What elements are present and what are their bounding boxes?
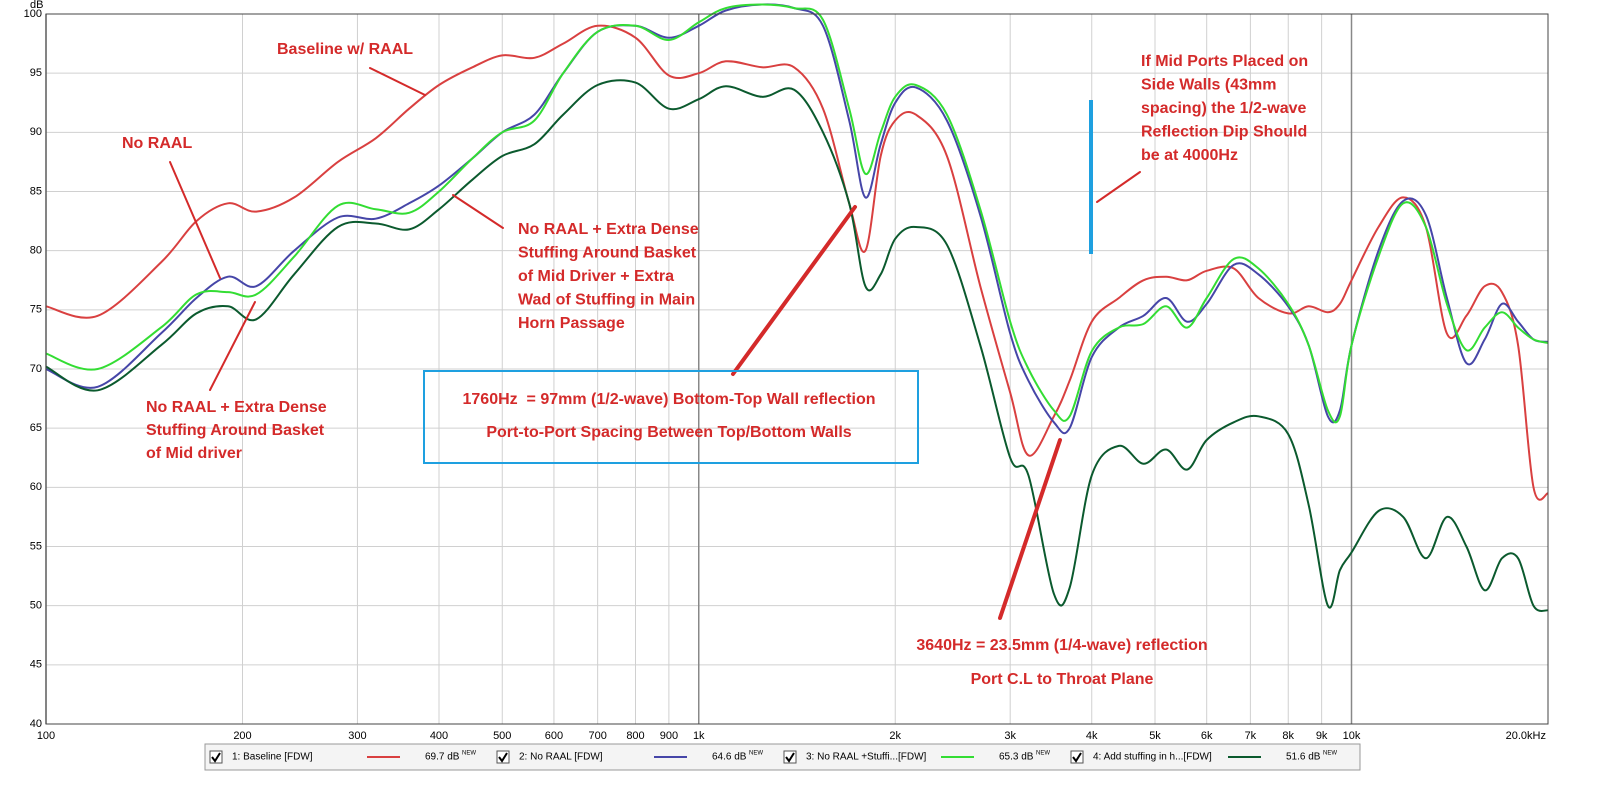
x-tick-label: 600 xyxy=(545,730,563,742)
y-tick-label: 85 xyxy=(30,185,42,197)
legend-value: 64.6 dB xyxy=(712,752,747,763)
annotation: Horn Passage xyxy=(518,315,625,332)
arrow xyxy=(169,161,221,279)
legend-check xyxy=(785,752,795,763)
x-tick-label: 10k xyxy=(1343,730,1361,742)
plot-frame xyxy=(45,13,1549,725)
y-tick-label: 60 xyxy=(30,481,42,493)
annotation: No RAAL + Extra Dense xyxy=(518,221,699,238)
series-line xyxy=(45,3,1549,424)
arrow xyxy=(452,194,504,229)
y-axis-label: dB xyxy=(30,0,43,11)
annotation: Stuffing Around Basket xyxy=(146,422,325,439)
annotation: No RAAL xyxy=(122,135,192,152)
annotation: Port C.L to Throat Plane xyxy=(971,671,1154,688)
annotation: Side Walls (43mm xyxy=(1141,77,1276,94)
legend: 1: Baseline [FDW] 69.7 dB NEW 2: No RAAL [F… xyxy=(209,750,1337,764)
x-tick-label: 400 xyxy=(430,730,448,742)
legend-value: 65.3 dB xyxy=(999,752,1034,763)
legend-value: 69.7 dB xyxy=(425,752,460,763)
arrow xyxy=(1096,171,1141,203)
annotation: 3640Hz = 23.5mm (1/4-wave) reflection xyxy=(916,637,1207,654)
annotation: No RAAL + Extra Dense xyxy=(146,399,327,416)
legend-check xyxy=(1072,752,1082,763)
annotation: spacing) the 1/2-wave xyxy=(1141,100,1306,117)
annotation: Reflection Dip Should xyxy=(1141,124,1307,141)
annotation: of Mid Driver + Extra xyxy=(518,268,674,285)
y-tick-label: 40 xyxy=(30,718,42,730)
x-tick-label: 900 xyxy=(660,730,678,742)
legend-label: 3: No RAAL +Stuffi...[FDW] xyxy=(806,752,927,763)
arrow xyxy=(731,205,857,376)
y-tick-label: 95 xyxy=(30,67,42,79)
y-tick-label: 90 xyxy=(30,126,42,138)
x-tick-label: 20.0kHz xyxy=(1506,730,1546,742)
x-tick-label: 2k xyxy=(889,730,901,742)
y-tick-label: 70 xyxy=(30,363,42,375)
legend-check xyxy=(211,752,221,763)
x-tick-label: 7k xyxy=(1245,730,1257,742)
y-tick-label: 100 xyxy=(24,8,42,20)
series-line xyxy=(45,24,1549,501)
annotation: Wad of Stuffing in Main xyxy=(518,292,695,309)
legend-label: 2: No RAAL [FDW] xyxy=(519,752,603,763)
legend-tag: NEW xyxy=(749,751,763,757)
legend-label: 1: Baseline [FDW] xyxy=(232,752,313,763)
legend-label: 4: Add stuffing in h...[FDW] xyxy=(1093,752,1212,763)
arrow xyxy=(209,301,256,391)
annotation: If Mid Ports Placed on xyxy=(1141,53,1308,70)
x-tick-label: 800 xyxy=(626,730,644,742)
x-tick-label: 500 xyxy=(493,730,511,742)
y-tick-label: 65 xyxy=(30,422,42,434)
annotation: of Mid driver xyxy=(146,445,242,462)
x-tick-label: 9k xyxy=(1316,730,1328,742)
arrow xyxy=(369,67,426,96)
x-tick-label: 200 xyxy=(233,730,251,742)
y-tick-label: 45 xyxy=(30,659,42,671)
x-tick-label: 300 xyxy=(348,730,366,742)
legend-check xyxy=(498,752,508,763)
series-line xyxy=(45,3,1549,435)
x-tick-label: 700 xyxy=(588,730,606,742)
y-tick-label: 80 xyxy=(30,245,42,257)
annotation-arrows xyxy=(169,67,1141,620)
legend-tag: NEW xyxy=(462,751,476,757)
y-tick-label: 75 xyxy=(30,304,42,316)
x-tick-label: 5k xyxy=(1149,730,1161,742)
annotation: Stuffing Around Basket xyxy=(518,245,697,262)
annotation: 1760Hz = 97mm (1/2-wave) Bottom-Top Wall… xyxy=(463,391,876,408)
x-tick-label: 4k xyxy=(1086,730,1098,742)
y-tick-label: 50 xyxy=(30,600,42,612)
series-line xyxy=(45,79,1549,612)
lines xyxy=(45,3,1549,612)
annotation: Port-to-Port Spacing Between Top/Bottom … xyxy=(486,424,851,441)
x-tick-label: 8k xyxy=(1282,730,1294,742)
annotation: be at 4000Hz xyxy=(1141,147,1238,164)
x-tick-label: 6k xyxy=(1201,730,1213,742)
legend-value: 51.6 dB xyxy=(1286,752,1321,763)
x-tick-label: 100 xyxy=(37,730,55,742)
legend-tag: NEW xyxy=(1323,751,1337,757)
x-tick-label: 1k xyxy=(693,730,705,742)
x-tick-label: 3k xyxy=(1004,730,1016,742)
annotation-box xyxy=(423,370,919,464)
annotation: Baseline w/ RAAL xyxy=(277,41,413,58)
legend-tag: NEW xyxy=(1036,751,1050,757)
arrow xyxy=(998,438,1062,620)
annotations: Baseline w/ RAAL No RAAL No RAAL + Extra D… xyxy=(122,41,1308,688)
y-tick-label: 55 xyxy=(30,540,42,552)
